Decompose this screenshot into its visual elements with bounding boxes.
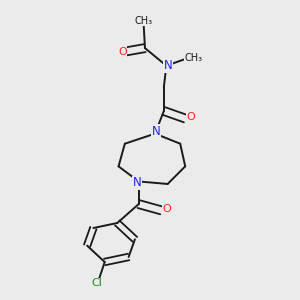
Text: O: O [186, 112, 195, 122]
Text: O: O [118, 47, 127, 57]
Text: Cl: Cl [92, 278, 103, 288]
Text: N: N [133, 176, 142, 189]
Text: O: O [163, 204, 171, 214]
Text: N: N [152, 124, 161, 138]
Text: CH₃: CH₃ [185, 53, 203, 63]
Text: CH₃: CH₃ [135, 16, 153, 26]
Text: N: N [164, 59, 173, 72]
